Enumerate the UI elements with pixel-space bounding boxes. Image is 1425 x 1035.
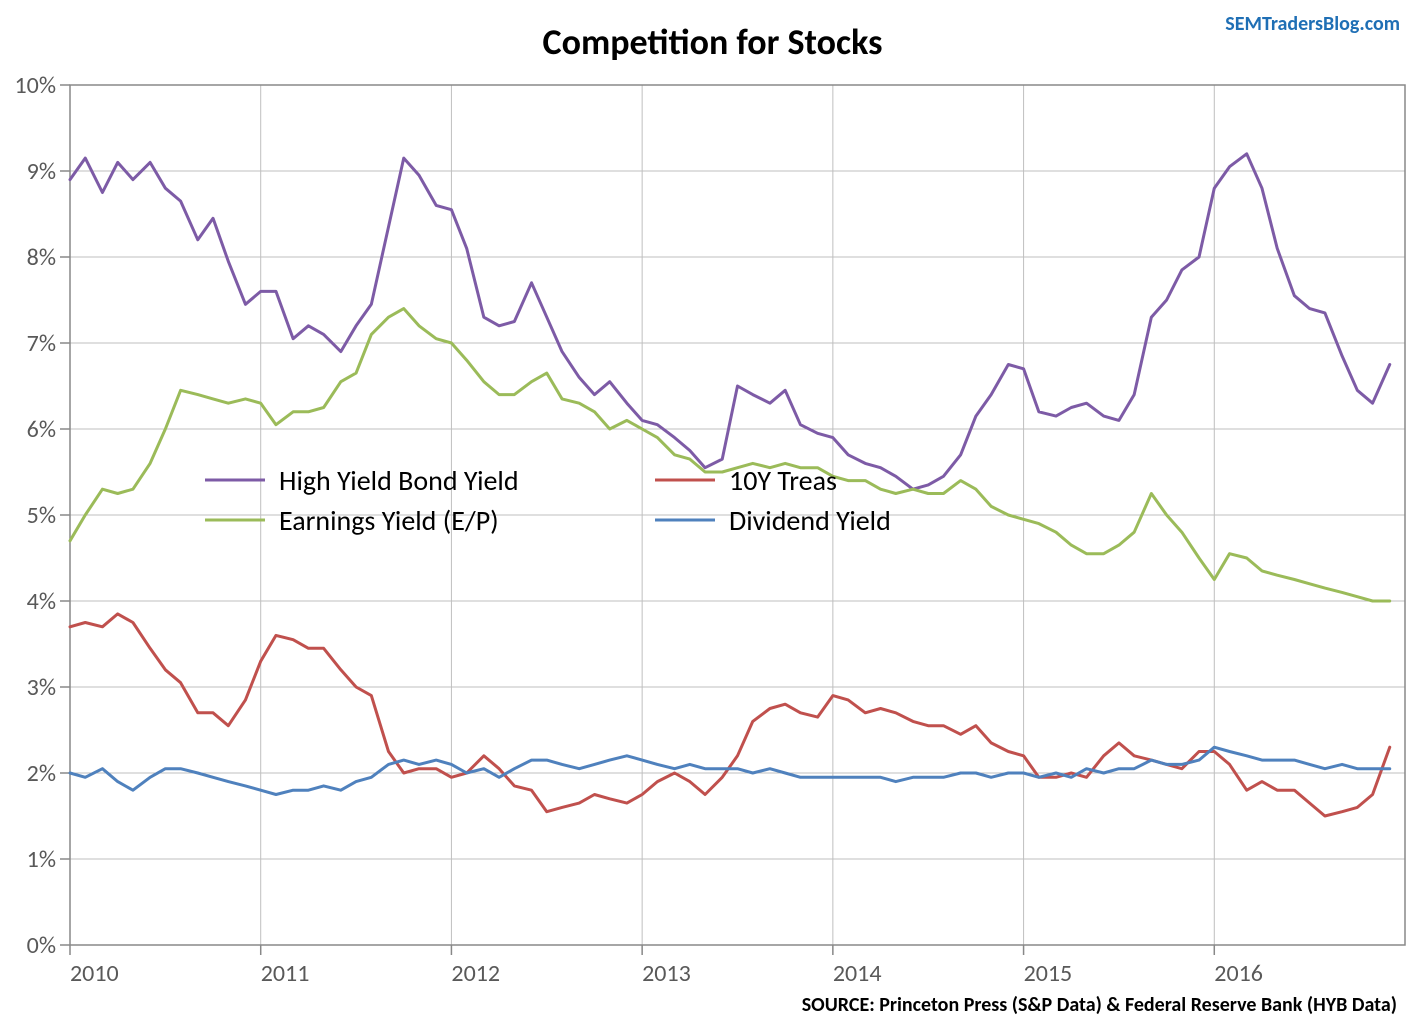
x-tick-label: 2016	[1214, 959, 1263, 988]
y-tick-label: 3%	[27, 673, 56, 702]
chart-container: SEMTradersBlog.com Competition for Stock…	[0, 0, 1425, 1035]
series-line	[70, 614, 1390, 816]
y-tick-label: 10%	[15, 71, 56, 100]
legend-label: Earnings Yield (E/P)	[279, 503, 499, 538]
y-tick-label: 4%	[27, 587, 56, 616]
x-tick-label: 2010	[70, 959, 119, 988]
source-text: SOURCE: Princeton Press (S&P Data) & Fed…	[802, 993, 1397, 1017]
y-tick-label: 7%	[27, 329, 56, 358]
y-tick-label: 6%	[27, 415, 56, 444]
chart-svg: 2010 2011 2012 2013 2014 2015 2016 0% 1% 2% 3% 4% 5%…	[0, 0, 1425, 1035]
series-line	[70, 154, 1390, 489]
y-tick-label: 8%	[27, 243, 56, 272]
legend-label: Dividend Yield	[729, 503, 891, 538]
series-line	[70, 747, 1390, 794]
x-tick-label: 2011	[261, 959, 310, 988]
legend-label: High Yield Bond Yield	[279, 463, 519, 498]
series-line	[70, 309, 1390, 601]
y-tick-label: 9%	[27, 157, 56, 186]
x-tick-label: 2013	[642, 959, 691, 988]
y-tick-label: 2%	[27, 759, 56, 788]
legend-label: 10Y Treas	[729, 463, 837, 498]
x-tick-label: 2014	[833, 959, 882, 988]
x-tick-label: 2015	[1024, 959, 1073, 988]
y-tick-label: 5%	[27, 501, 56, 530]
x-tick-label: 2012	[451, 959, 500, 988]
y-tick-label: 0%	[27, 931, 56, 960]
y-tick-label: 1%	[27, 845, 56, 874]
